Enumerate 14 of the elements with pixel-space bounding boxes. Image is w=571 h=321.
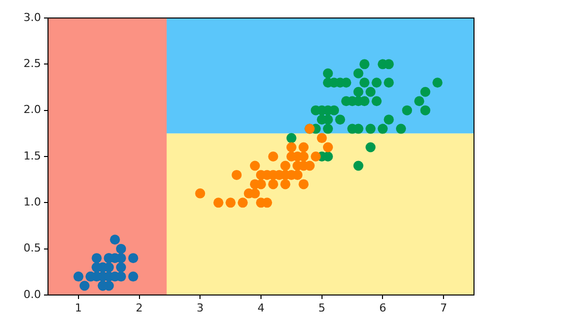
x-tick-label: 1 (74, 301, 82, 314)
y-tick-label: 3.0 (24, 10, 41, 24)
y-tick-label: 0.5 (24, 242, 41, 255)
y-tick-label: 2.0 (24, 103, 41, 116)
y-tick-label: 0.0 (24, 288, 41, 301)
y-tick-label: 2.5 (24, 57, 41, 70)
x-tick-label: 3 (196, 301, 204, 314)
x-tick-label: 2 (136, 301, 143, 314)
x-tick-label: 7 (440, 301, 448, 314)
y-tick-label: 1.0 (24, 196, 41, 209)
x-tick-label: 5 (318, 301, 326, 314)
x-tick-label: 4 (258, 301, 264, 314)
y-tick-label: 1.5 (24, 149, 41, 162)
x-tick-label: 6 (379, 301, 386, 314)
